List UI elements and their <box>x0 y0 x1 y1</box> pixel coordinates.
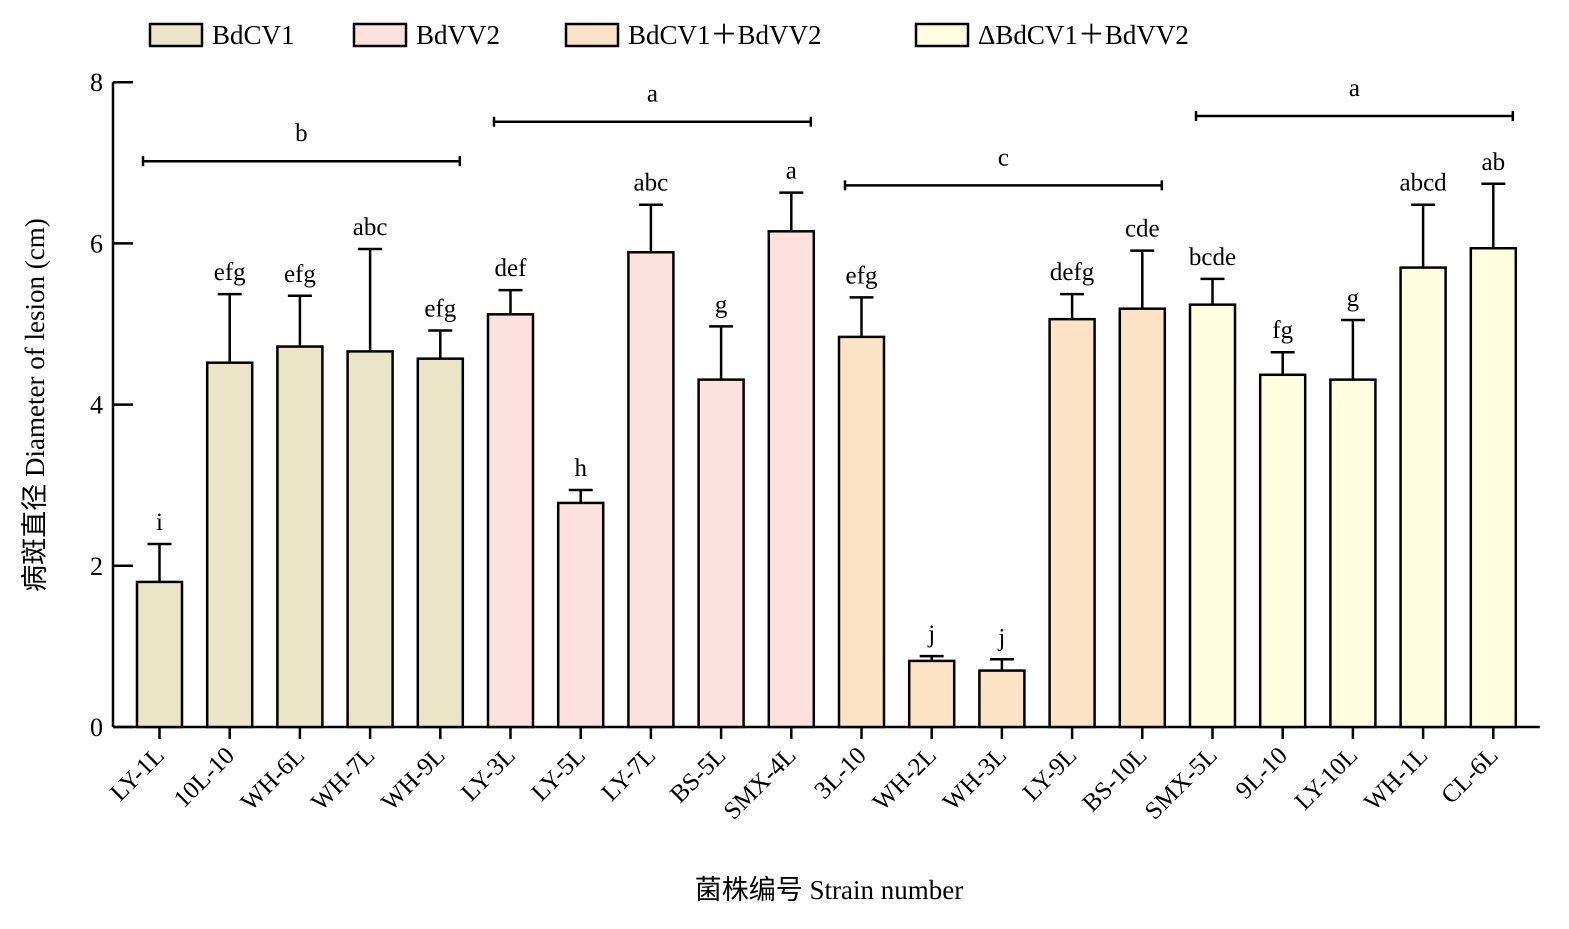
legend-label: ΔBdCV1＋BdVV2 <box>978 20 1189 50</box>
significance-label: g <box>715 291 728 318</box>
bar <box>907 659 956 729</box>
bar <box>1118 307 1167 729</box>
bar <box>135 580 184 729</box>
significance-label: abc <box>634 170 669 197</box>
significance-label: abcd <box>1399 170 1447 197</box>
bar <box>627 251 675 729</box>
x-tick-label: LY-9L <box>1018 742 1082 806</box>
significance-label: i <box>156 509 163 536</box>
bar <box>486 313 535 729</box>
y-tick-label: 0 <box>90 713 103 742</box>
x-tick-label: WH-9L <box>376 742 450 816</box>
significance-label: h <box>574 455 587 482</box>
significance-label: j <box>927 621 935 648</box>
legend-label: BdVV2 <box>416 20 500 50</box>
significance-label: efg <box>846 262 878 289</box>
bar <box>978 669 1026 729</box>
significance-label: bcde <box>1189 244 1236 271</box>
group-significance-label: b <box>295 120 308 147</box>
significance-label: efg <box>214 259 246 286</box>
x-tick-label: SMX-5L <box>1140 742 1223 825</box>
legend-label: BdCV1 <box>212 20 295 50</box>
x-tick-label: WH-3L <box>938 742 1012 816</box>
x-tick-label: WH-7L <box>306 742 380 816</box>
bar <box>276 345 324 729</box>
x-tick-label: WH-2L <box>868 742 942 816</box>
y-axis-title: 病斑直径 Diameter of lesion (cm) <box>20 218 50 591</box>
significance-label: def <box>495 255 528 282</box>
y-tick-label: 8 <box>90 68 103 97</box>
significance-label: j <box>997 624 1005 651</box>
group-significance-brackets: b a c a <box>141 75 1515 191</box>
x-tick-label: LY-7L <box>597 742 661 806</box>
bar <box>416 357 465 729</box>
legend-item: BdCV1 <box>148 20 295 50</box>
significance-label: cde <box>1125 216 1160 243</box>
significance-label: fg <box>1272 317 1293 344</box>
significance-label: efg <box>284 261 316 288</box>
bar <box>346 350 394 729</box>
bar <box>697 378 745 729</box>
group-significance-label: a <box>1349 75 1360 102</box>
x-tick-label: LY-5L <box>526 742 590 806</box>
x-tick-label: 3L-10 <box>809 742 871 804</box>
legend-swatch <box>148 22 204 48</box>
legend-swatch <box>914 22 970 48</box>
significance-label: defg <box>1050 259 1095 286</box>
bar <box>1258 373 1307 729</box>
x-tick-label: WH-6L <box>236 742 310 816</box>
x-tick-label: 9L-10 <box>1231 742 1293 804</box>
x-tick-label: 10L-10 <box>169 742 240 813</box>
y-axis: 0 2 4 6 8 <box>90 68 133 742</box>
x-tick-label: LY-3L <box>456 742 520 806</box>
legend-label: BdCV1＋BdVV2 <box>628 20 822 50</box>
bar <box>1329 378 1377 729</box>
significance-label: ab <box>1481 149 1505 176</box>
legend-item: BdCV1＋BdVV2 <box>564 20 822 50</box>
bar <box>767 230 816 729</box>
x-tick-label: SMX-4L <box>719 742 802 825</box>
bar-series: i efg efg abc efg def h abc g a efg j j defg cde bcde fg… <box>135 149 1518 729</box>
significance-label: g <box>1347 285 1360 312</box>
x-axis-title: 菌株编号 Strain number <box>695 875 963 905</box>
bar <box>1469 246 1518 729</box>
legend-item: ΔBdCV1＋BdVV2 <box>914 20 1189 50</box>
legend-swatch <box>352 22 408 48</box>
x-tick-label: LY-1L <box>105 742 169 806</box>
group-significance-label: a <box>647 81 658 108</box>
x-tick-label: LY-10L <box>1290 742 1363 815</box>
y-tick-label: 4 <box>90 391 103 420</box>
x-tick-label: CL-6L <box>1436 742 1503 809</box>
bar <box>1188 303 1237 729</box>
bar <box>1048 317 1096 729</box>
legend-swatch <box>564 22 620 48</box>
x-tick-label: BS-5L <box>665 742 731 808</box>
significance-label: efg <box>424 295 456 322</box>
significance-label: abc <box>353 214 388 241</box>
bar <box>837 335 886 729</box>
bar <box>556 501 605 729</box>
bar <box>1399 266 1447 729</box>
x-tick-label: WH-1L <box>1359 742 1433 816</box>
significance-label: a <box>786 158 797 185</box>
bar <box>205 361 254 729</box>
legend-item: BdVV2 <box>352 20 500 50</box>
y-tick-label: 6 <box>90 229 103 258</box>
y-tick-label: 2 <box>90 552 103 581</box>
group-significance-label: c <box>998 144 1009 171</box>
chart-legend: BdCV1 BdVV2 BdCV1＋BdVV2 ΔBdCV1＋BdVV2 <box>148 20 1189 50</box>
